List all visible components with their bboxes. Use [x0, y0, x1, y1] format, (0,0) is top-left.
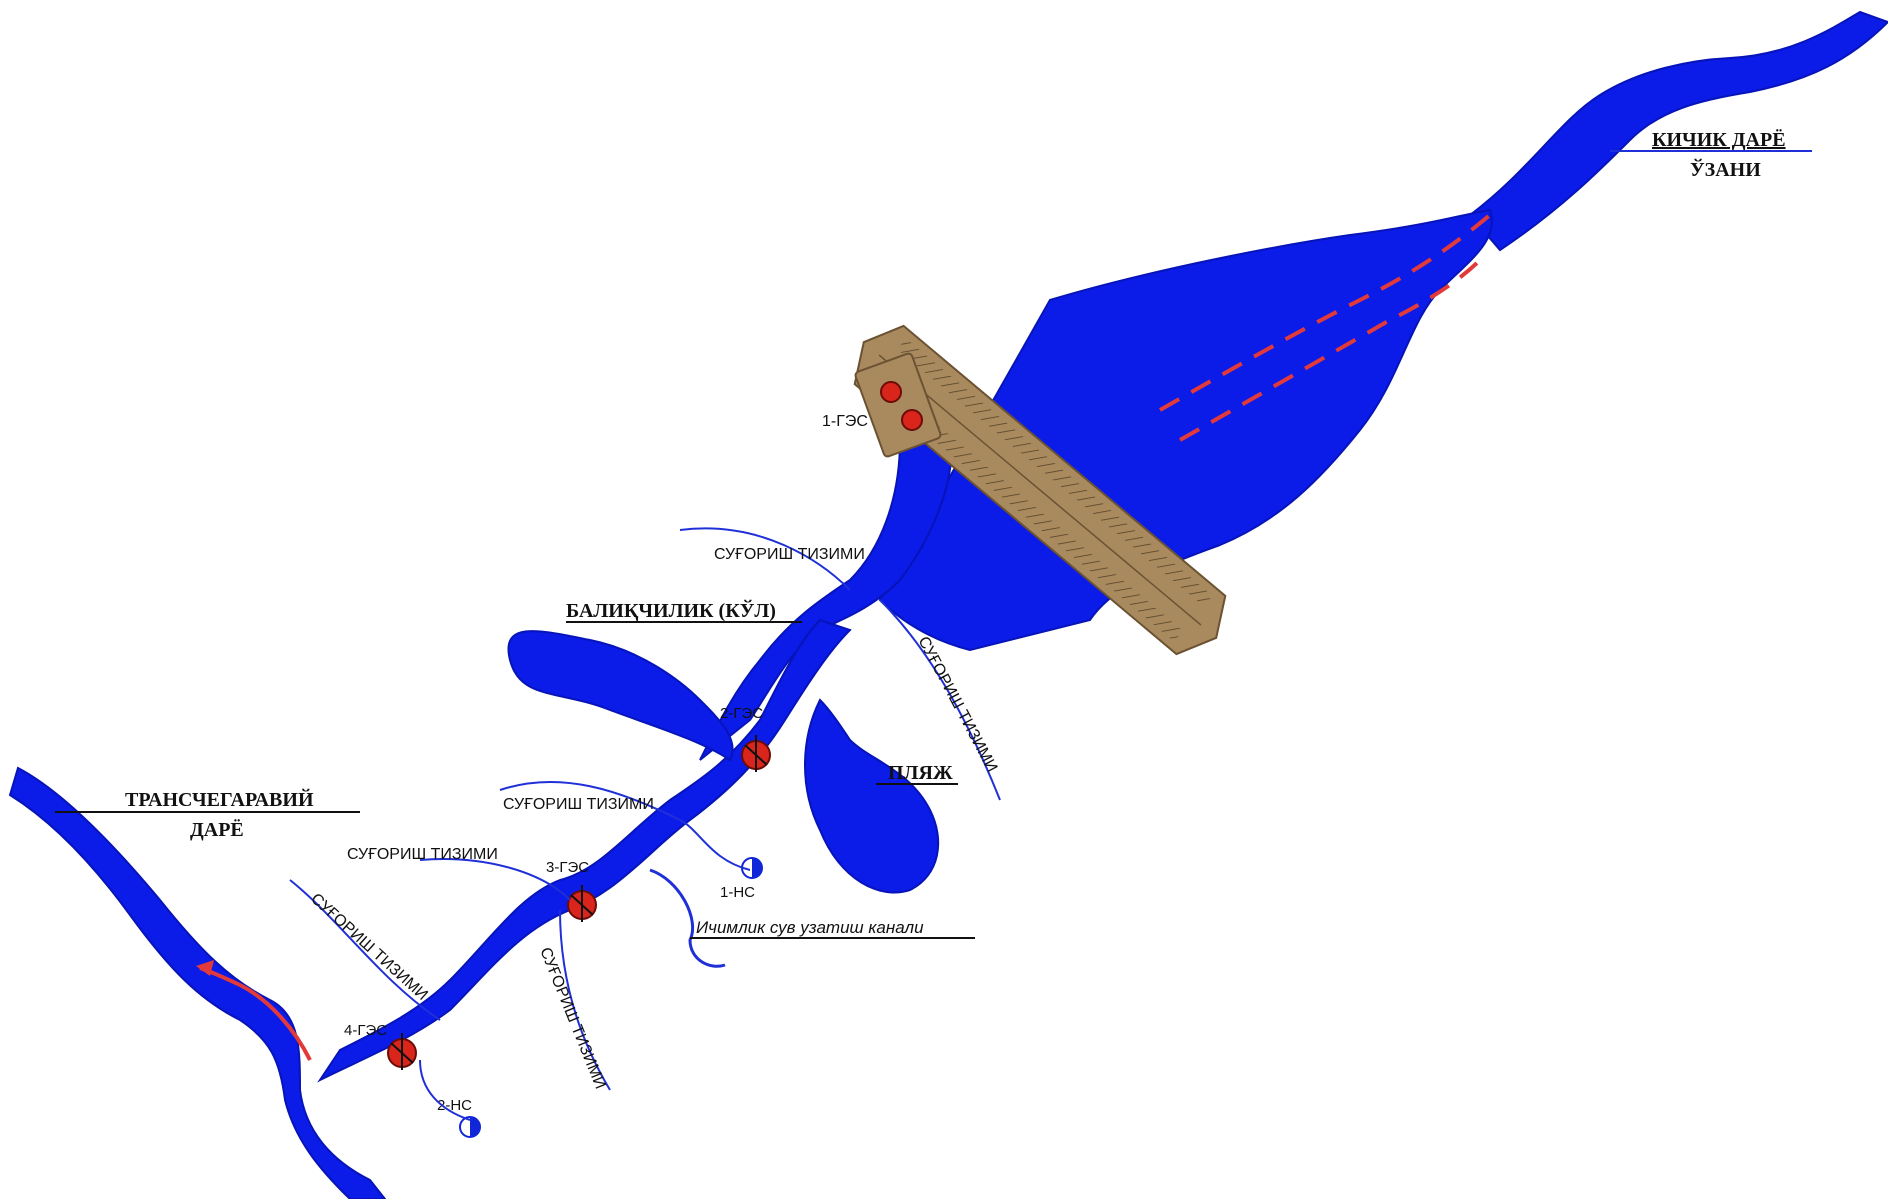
irrigation-line-3 — [499, 780, 751, 871]
hpp3-label: 3-ГЭС — [546, 859, 589, 876]
reservoir-flow-line-1 — [1159, 213, 1492, 412]
ps2-marker[interactable] — [459, 1116, 481, 1138]
transboundary-river-label-1: ТРАНСЧЕГАРАВИЙ — [125, 788, 314, 811]
irrigation-line-5 — [289, 879, 441, 1021]
small-river-basin-label-2: ЎЗАНИ — [1690, 157, 1761, 181]
irrigation-line-4 — [419, 858, 571, 901]
reservoir-flow-line-2 — [1179, 258, 1482, 442]
hpp1-station[interactable] — [854, 352, 942, 458]
irrigation-label-2: СУҒОРИШ ТИЗИМИ — [914, 634, 1000, 775]
reservoir — [878, 208, 1493, 652]
hpp3-marker[interactable] — [567, 885, 597, 922]
hpp4-label: 4-ГЭС — [344, 1022, 387, 1039]
ps1-marker[interactable] — [741, 857, 763, 879]
irrigation-line-1 — [679, 527, 851, 591]
downstream-flow-arrowhead — [196, 960, 214, 976]
downstream-flow-arrow — [199, 966, 312, 1061]
irrigation-label-1: СУҒОРИШ ТИЗИМИ — [714, 546, 865, 563]
irrigation-label-5: СУҒОРИШ ТИЗИМИ — [307, 890, 430, 1004]
dam — [853, 324, 1227, 656]
ps2-label: 2-НС — [437, 1097, 472, 1114]
hpp2-marker[interactable] — [741, 735, 771, 772]
transboundary-river — [8, 766, 387, 1199]
hpp1-label: 1-ГЭС — [822, 413, 868, 430]
main-river — [317, 618, 852, 1083]
irrigation-label-4: СУҒОРИШ ТИЗИМИ — [347, 846, 498, 863]
fishery-lake — [507, 630, 734, 762]
transboundary-river-label-2: ДАРЁ — [190, 818, 244, 841]
spillway-channel — [699, 418, 953, 761]
drinking-canal-label: Ичимлик сув узатиш канали — [696, 918, 924, 937]
hpp2-label: 2-ГЭС — [720, 705, 763, 722]
beach-pond — [804, 698, 940, 894]
drinking-canal-line — [649, 868, 726, 968]
small-river-basin-label-1: КИЧИК ДАРЁ — [1652, 128, 1786, 151]
irrigation-line-2 — [879, 599, 1001, 801]
irrigation-line-6 — [559, 909, 611, 1091]
irrigation-label-6: СУҒОРИШ ТИЗИМИ — [536, 945, 608, 1091]
irrigation-line-7 — [419, 1059, 471, 1121]
irrigation-label-3: СУҒОРИШ ТИЗИМИ — [503, 796, 654, 813]
fishery-lake-label: БАЛИҚЧИЛИК (КЎЛ) — [566, 598, 776, 622]
beach-label: ПЛЯЖ — [888, 762, 953, 784]
hpp4-marker[interactable] — [387, 1033, 417, 1070]
ps1-label: 1-НС — [720, 884, 755, 901]
